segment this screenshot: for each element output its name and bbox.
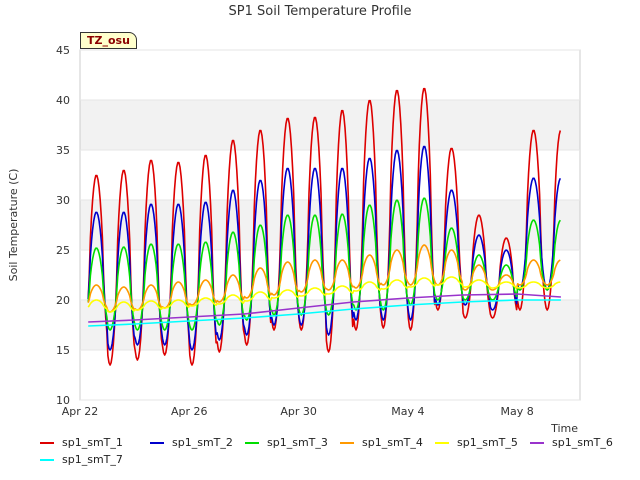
grid-band bbox=[80, 50, 580, 100]
legend-label: sp1_smT_6 bbox=[552, 436, 613, 449]
y-tick-label: 15 bbox=[56, 344, 70, 357]
grid-band bbox=[80, 150, 580, 200]
legend-swatch bbox=[245, 441, 259, 444]
y-tick-label: 45 bbox=[56, 44, 70, 57]
y-tick-label: 10 bbox=[56, 394, 70, 407]
legend-swatch bbox=[40, 441, 54, 444]
series-line-sp1-smT-7 bbox=[88, 299, 561, 327]
legend-swatch bbox=[435, 441, 449, 444]
y-tick-label: 20 bbox=[56, 294, 70, 307]
legend-label: sp1_smT_4 bbox=[362, 436, 423, 449]
grid-band bbox=[80, 100, 580, 150]
legend-item-sp1-smT-1: sp1_smT_1 bbox=[40, 436, 123, 449]
legend-item-sp1-smT-6: sp1_smT_6 bbox=[530, 436, 613, 449]
legend-swatch bbox=[340, 441, 354, 444]
legend-label: sp1_smT_2 bbox=[172, 436, 233, 449]
legend-item-sp1-smT-4: sp1_smT_4 bbox=[340, 436, 423, 449]
y-tick-label: 30 bbox=[56, 194, 70, 207]
legend-item-sp1-smT-5: sp1_smT_5 bbox=[435, 436, 518, 449]
y-axis-label: Soil Temperature (C) bbox=[7, 169, 20, 282]
legend-label: sp1_smT_3 bbox=[267, 436, 328, 449]
x-tick-label: Apr 22 bbox=[62, 405, 99, 418]
x-tick-label: Apr 30 bbox=[280, 405, 317, 418]
x-axis-label: Time bbox=[550, 422, 578, 435]
legend-swatch bbox=[530, 441, 544, 444]
legend-item-sp1-smT-7: sp1_smT_7 bbox=[40, 453, 123, 466]
series-line-sp1-smT-3 bbox=[87, 197, 561, 331]
series-line-sp1-smT-6 bbox=[88, 293, 561, 323]
timezone-badge: TZ_osu bbox=[80, 32, 137, 49]
series-line-sp1-smT-5 bbox=[87, 276, 561, 313]
x-ticks: Apr 22 Apr 26 Apr 30 May 4 May 8 bbox=[62, 405, 534, 418]
y-ticks: 10 15 20 25 30 35 40 45 bbox=[56, 44, 580, 407]
legend-item-sp1-smT-2: sp1_smT_2 bbox=[150, 436, 233, 449]
x-tick-label: May 8 bbox=[501, 405, 534, 418]
series-lines bbox=[87, 87, 562, 366]
grid-band bbox=[80, 200, 580, 250]
legend-label: sp1_smT_7 bbox=[62, 453, 123, 466]
x-tick-label: Apr 26 bbox=[171, 405, 208, 418]
legend-swatch bbox=[40, 458, 54, 461]
legend-swatch bbox=[150, 441, 164, 444]
legend-label: sp1_smT_5 bbox=[457, 436, 518, 449]
x-tick-label: May 4 bbox=[391, 405, 424, 418]
y-tick-label: 25 bbox=[56, 244, 70, 257]
legend-label: sp1_smT_1 bbox=[62, 436, 123, 449]
y-tick-label: 40 bbox=[56, 94, 70, 107]
y-tick-label: 35 bbox=[56, 144, 70, 157]
legend-item-sp1-smT-3: sp1_smT_3 bbox=[245, 436, 328, 449]
chart-title: SP1 Soil Temperature Profile bbox=[229, 4, 412, 19]
grid-band bbox=[80, 350, 580, 400]
